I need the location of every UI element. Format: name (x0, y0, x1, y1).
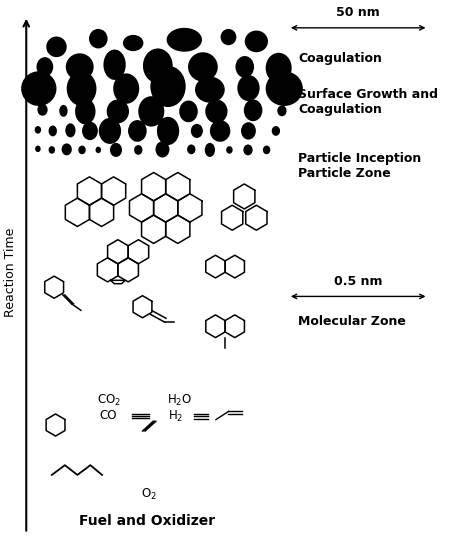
Ellipse shape (155, 141, 169, 158)
Ellipse shape (35, 146, 41, 152)
Ellipse shape (82, 122, 98, 140)
Ellipse shape (188, 52, 218, 82)
Ellipse shape (179, 101, 198, 122)
Ellipse shape (35, 126, 41, 134)
Ellipse shape (123, 35, 144, 51)
Ellipse shape (107, 100, 129, 123)
Ellipse shape (21, 71, 56, 106)
Ellipse shape (143, 48, 173, 83)
Ellipse shape (263, 146, 270, 154)
Ellipse shape (78, 146, 86, 154)
Ellipse shape (150, 66, 186, 107)
Ellipse shape (110, 143, 122, 157)
Ellipse shape (244, 100, 263, 121)
Ellipse shape (67, 71, 96, 106)
Ellipse shape (265, 53, 292, 83)
Text: 0.5 nm: 0.5 nm (334, 275, 383, 288)
Ellipse shape (277, 106, 287, 116)
Text: 50 nm: 50 nm (336, 6, 380, 19)
Ellipse shape (157, 117, 179, 145)
Ellipse shape (96, 147, 101, 153)
Ellipse shape (37, 104, 48, 116)
Text: Molecular Zone: Molecular Zone (298, 316, 406, 329)
Ellipse shape (128, 120, 146, 142)
Ellipse shape (205, 143, 215, 157)
Ellipse shape (46, 36, 67, 57)
Ellipse shape (113, 73, 139, 104)
Ellipse shape (89, 29, 108, 48)
Ellipse shape (210, 120, 230, 142)
Text: H$_2$O: H$_2$O (167, 393, 192, 408)
Ellipse shape (195, 77, 225, 103)
Ellipse shape (265, 71, 303, 106)
Ellipse shape (36, 57, 53, 77)
Ellipse shape (75, 98, 96, 125)
Ellipse shape (243, 145, 253, 156)
Ellipse shape (59, 105, 68, 117)
Ellipse shape (205, 100, 228, 123)
Text: Coagulation: Coagulation (298, 52, 382, 65)
Ellipse shape (66, 53, 94, 81)
Ellipse shape (272, 126, 280, 136)
Ellipse shape (48, 146, 55, 154)
Ellipse shape (65, 123, 75, 138)
Ellipse shape (187, 145, 195, 154)
Ellipse shape (237, 75, 260, 101)
Ellipse shape (138, 96, 164, 127)
Ellipse shape (99, 118, 121, 144)
Ellipse shape (236, 56, 254, 78)
Ellipse shape (167, 28, 202, 52)
Ellipse shape (103, 50, 126, 80)
Ellipse shape (62, 144, 72, 156)
Text: CO$_2$: CO$_2$ (97, 393, 121, 408)
Ellipse shape (226, 146, 233, 154)
Text: Particle Inception
Particle Zone: Particle Inception Particle Zone (298, 152, 421, 180)
Ellipse shape (134, 145, 143, 155)
Ellipse shape (241, 122, 256, 140)
Text: O$_2$: O$_2$ (141, 487, 156, 502)
Ellipse shape (48, 126, 57, 137)
Text: Reaction Time: Reaction Time (4, 227, 18, 317)
Text: H$_2$: H$_2$ (168, 409, 183, 424)
Ellipse shape (220, 29, 237, 45)
Ellipse shape (245, 30, 268, 52)
Text: Surface Growth and
Coagulation: Surface Growth and Coagulation (298, 88, 438, 115)
Text: CO: CO (100, 409, 117, 422)
Ellipse shape (191, 124, 203, 138)
Text: Fuel and Oxidizer: Fuel and Oxidizer (79, 514, 215, 528)
